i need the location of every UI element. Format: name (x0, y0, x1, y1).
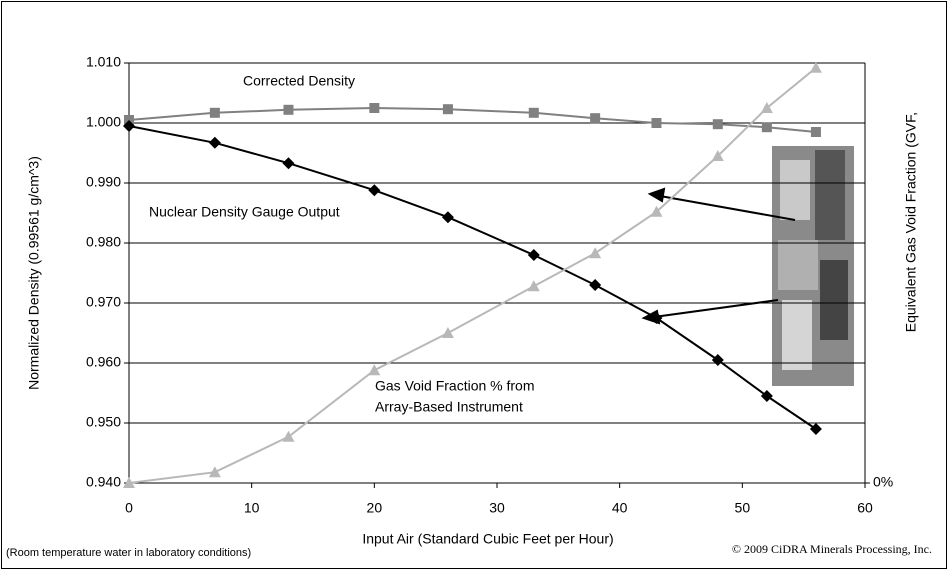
x-tick-label: 60 (857, 500, 873, 516)
marker (208, 466, 221, 478)
marker (589, 279, 602, 291)
copyright: © 2009 CiDRA Minerals Processing, Inc. (732, 542, 932, 556)
marker (712, 119, 723, 130)
marker (283, 104, 294, 115)
photo-detail (815, 150, 845, 240)
photo-detail (820, 260, 848, 340)
x-axis-title: Input Air (Standard Cubic Feet per Hour) (362, 531, 613, 547)
marker (590, 113, 601, 124)
y-tick-label: 0.950 (86, 414, 121, 430)
y-tick-label: 1.010 (86, 54, 121, 70)
x-tick-label: 50 (735, 500, 751, 516)
marker (760, 390, 773, 402)
marker (711, 354, 724, 366)
marker (208, 136, 221, 149)
marker (368, 184, 381, 197)
marker (760, 102, 773, 113)
photo-detail (782, 300, 812, 370)
x-tick-label: 10 (244, 500, 260, 516)
photo-detail (780, 160, 810, 220)
marker (441, 211, 454, 224)
marker (123, 477, 135, 488)
marker (650, 205, 663, 217)
marker (282, 430, 295, 442)
marker (441, 327, 454, 338)
footnote: (Room temperature water in laboratory co… (6, 547, 251, 559)
arrow (659, 195, 796, 221)
marker (650, 312, 663, 324)
photo-detail (778, 240, 818, 290)
marker (711, 150, 724, 161)
marker (369, 103, 380, 113)
marker (527, 249, 540, 261)
y2-axis-title: Equivalent Gas Void Fraction (GVF, (903, 112, 919, 332)
marker (123, 120, 135, 132)
x-tick-label: 0 (125, 500, 133, 516)
y-axis-title: Normalized Density (0.99561 g/cm^3) (26, 156, 42, 390)
marker (809, 61, 822, 73)
marker (209, 107, 220, 118)
marker (282, 157, 295, 170)
marker (651, 118, 662, 128)
y2-tick-label: 0% (873, 474, 893, 490)
annotation: Nuclear Density Gauge Output (149, 204, 340, 220)
x-tick-label: 40 (612, 500, 628, 516)
marker (527, 280, 540, 292)
y-tick-label: 0.960 (86, 354, 121, 370)
y-tick-label: 0.990 (86, 174, 121, 190)
x-tick-label: 20 (367, 500, 383, 516)
y-tick-label: 1.000 (86, 114, 121, 130)
marker (589, 247, 602, 259)
photo (772, 146, 854, 386)
y-tick-label: 0.940 (86, 474, 121, 490)
marker (810, 127, 821, 137)
annotation: Gas Void Fraction % from (375, 378, 535, 394)
marker (809, 423, 822, 435)
marker (368, 364, 381, 376)
x-tick-label: 30 (489, 500, 505, 516)
y-tick-label: 0.980 (86, 234, 121, 250)
plot (123, 61, 870, 488)
y-tick-label: 0.970 (86, 294, 121, 310)
annotation: Corrected Density (243, 73, 355, 89)
marker (442, 104, 453, 115)
annotation: Array-Based Instrument (375, 399, 523, 415)
marker (528, 107, 539, 118)
arrow-head (647, 187, 666, 203)
marker (761, 122, 772, 133)
